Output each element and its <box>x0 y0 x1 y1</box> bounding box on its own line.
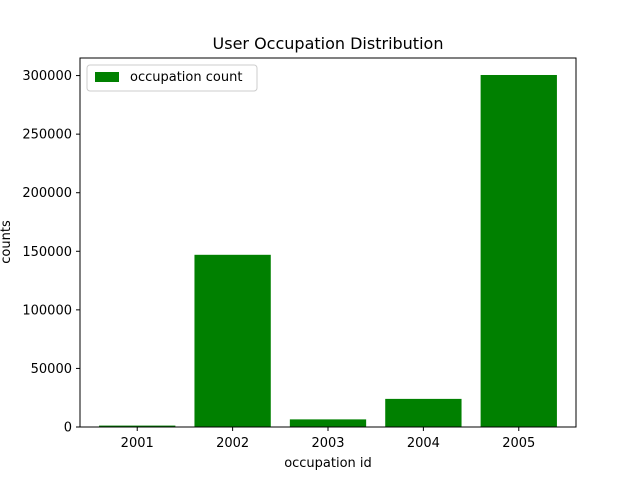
bar-2002 <box>194 254 271 427</box>
x-axis-title: occupation id <box>284 456 372 471</box>
x-tick-label: 2003 <box>311 436 344 451</box>
y-tick-label: 200000 <box>22 186 72 201</box>
x-tick-label: 2001 <box>121 436 154 451</box>
y-tick-label: 50000 <box>31 362 72 377</box>
bar-2001 <box>99 425 176 427</box>
y-tick-label: 250000 <box>22 128 72 143</box>
legend-box <box>86 64 258 92</box>
bars-group <box>99 74 557 427</box>
x-tick-label: 2004 <box>407 436 440 451</box>
bar-2003 <box>289 419 367 427</box>
chart-title: User Occupation Distribution <box>213 34 444 53</box>
y-tick-label: 300000 <box>22 69 72 84</box>
legend-swatch <box>95 72 119 82</box>
y-tick-label: 0 <box>64 421 72 436</box>
legend: occupation count <box>86 64 258 92</box>
x-axis: 2001 2002 2003 2004 2005 <box>121 427 535 451</box>
x-tick-label: 2005 <box>502 436 535 451</box>
legend-label: occupation count <box>130 70 242 85</box>
y-axis-title: counts <box>0 220 14 264</box>
y-tick-label: 150000 <box>22 245 72 260</box>
y-axis: 0 50000 100000 150000 200000 250000 300000 <box>22 69 80 436</box>
x-tick-label: 2002 <box>216 436 249 451</box>
y-tick-label: 100000 <box>22 303 72 318</box>
bar-2004 <box>385 398 462 427</box>
bar-2005 <box>480 74 557 427</box>
